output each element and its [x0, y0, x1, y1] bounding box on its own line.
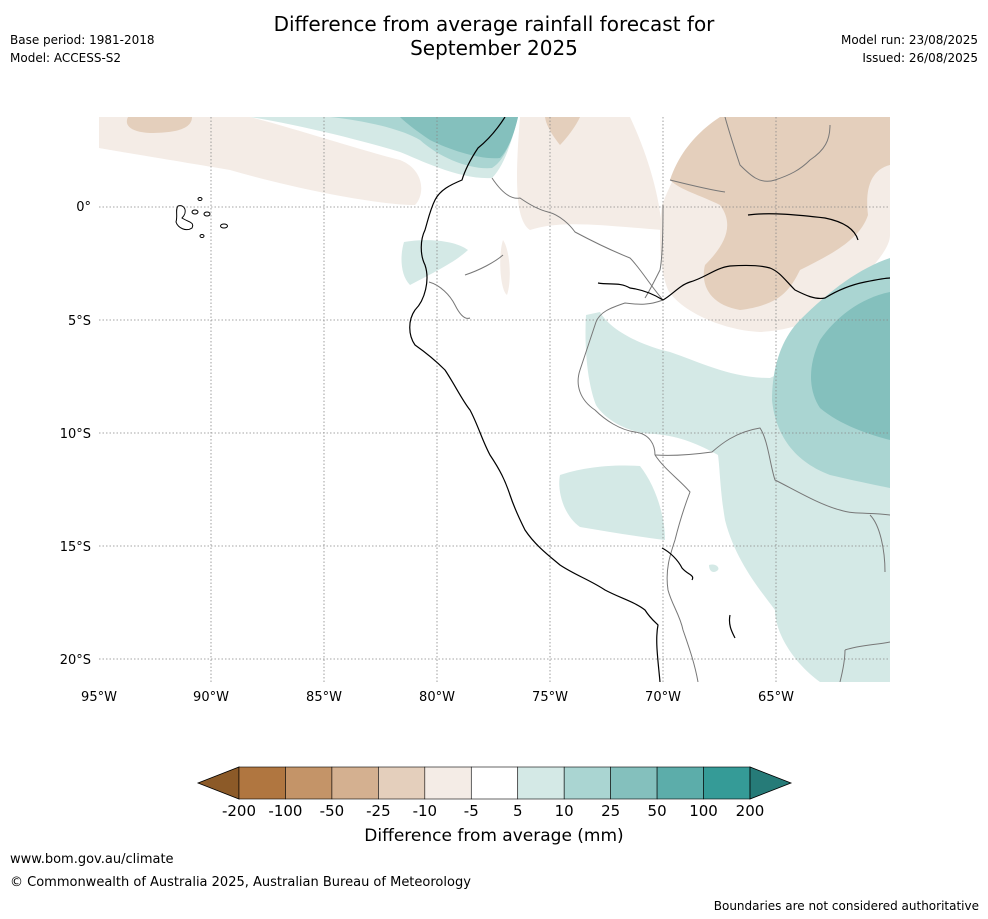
lat-tick-label: 10°S: [60, 427, 91, 442]
lon-tick-label: 90°W: [193, 690, 229, 705]
lon-tick-label: 65°W: [758, 690, 794, 705]
colorbar-segment: [563, 766, 611, 800]
country-boundaries: [428, 117, 890, 682]
colorbar-tick-label: -200: [222, 802, 256, 820]
galapagos-islands: [175, 197, 228, 238]
footer-copyright: © Commonwealth of Australia 2025, Austra…: [10, 875, 471, 890]
colorbar-tick-label: -100: [268, 802, 302, 820]
lon-tick-label: 85°W: [306, 690, 342, 705]
map-area: [99, 117, 890, 682]
anomaly-dry-medium: [126, 117, 890, 310]
footer-url: www.bom.gov.au/climate: [10, 852, 174, 867]
map-title-line1: Difference from average rainfall forecas…: [273, 12, 715, 36]
colorbar-segment: [238, 766, 286, 800]
colorbar-tick-label: 5: [513, 802, 523, 820]
colorbar-tick-label: 200: [736, 802, 765, 820]
colorbar-labels: -200 -100 -50 -25 -10 -5 5 10 25 50 100 200: [222, 802, 764, 820]
colorbar-segment: [378, 766, 426, 800]
colorbar-segment: [424, 766, 472, 800]
colorbar-arrow-high: [749, 766, 793, 800]
meta-left: Base period: 1981-2018 Model: ACCESS-S2: [10, 31, 155, 67]
coastline: [409, 117, 890, 682]
lon-tick-label: 70°W: [645, 690, 681, 705]
map-title-line2: September 2025: [410, 36, 578, 60]
graticule: [99, 117, 890, 682]
lat-tick-labels: 0° 5°S 10°S 15°S 20°S: [60, 200, 91, 668]
model-name: Model: ACCESS-S2: [10, 51, 122, 65]
base-period: Base period: 1981-2018: [10, 33, 155, 47]
colorbar-segment: [331, 766, 379, 800]
lat-tick-label: 0°: [76, 200, 91, 215]
lon-tick-label: 75°W: [532, 690, 568, 705]
lon-tick-label: 95°W: [81, 690, 117, 705]
disclaimer: Boundaries are not considered authoritat…: [713, 899, 979, 913]
lon-tick-label: 80°W: [419, 690, 455, 705]
colorbar-tick-label: 100: [689, 802, 718, 820]
colorbar-segment: [610, 766, 658, 800]
colorbar: [196, 766, 793, 800]
colorbar-tick-label: 25: [601, 802, 620, 820]
lat-tick-label: 20°S: [60, 653, 91, 668]
issued-date: Issued: 26/08/2025: [862, 51, 978, 65]
colorbar-title: Difference from average (mm): [364, 826, 624, 846]
colorbar-segment: [470, 766, 519, 800]
anomaly-wet-strong: [400, 117, 890, 440]
colorbar-segment: [656, 766, 704, 800]
colorbar-arrow-low: [196, 766, 240, 800]
colorbar-segment: [517, 766, 565, 800]
colorbar-tick-label: -5: [464, 802, 479, 820]
colorbar-tick-label: -50: [320, 802, 345, 820]
colorbar-tick-label: -25: [366, 802, 391, 820]
colorbar-tick-label: 50: [648, 802, 667, 820]
colorbar-tick-label: -10: [413, 802, 438, 820]
colorbar-segment: [285, 766, 333, 800]
lat-tick-label: 15°S: [60, 540, 91, 555]
colorbar-tick-label: 10: [555, 802, 574, 820]
colorbar-segment: [703, 766, 751, 800]
lat-tick-label: 5°S: [68, 314, 91, 329]
model-run: Model run: 23/08/2025: [840, 33, 978, 47]
meta-right: Model run: 23/08/2025 Issued: 26/08/2025: [841, 31, 978, 67]
lon-tick-labels: 95°W 90°W 85°W 80°W 75°W 70°W 65°W: [81, 690, 794, 705]
map-title: Difference from average rainfall forecas…: [0, 12, 988, 60]
